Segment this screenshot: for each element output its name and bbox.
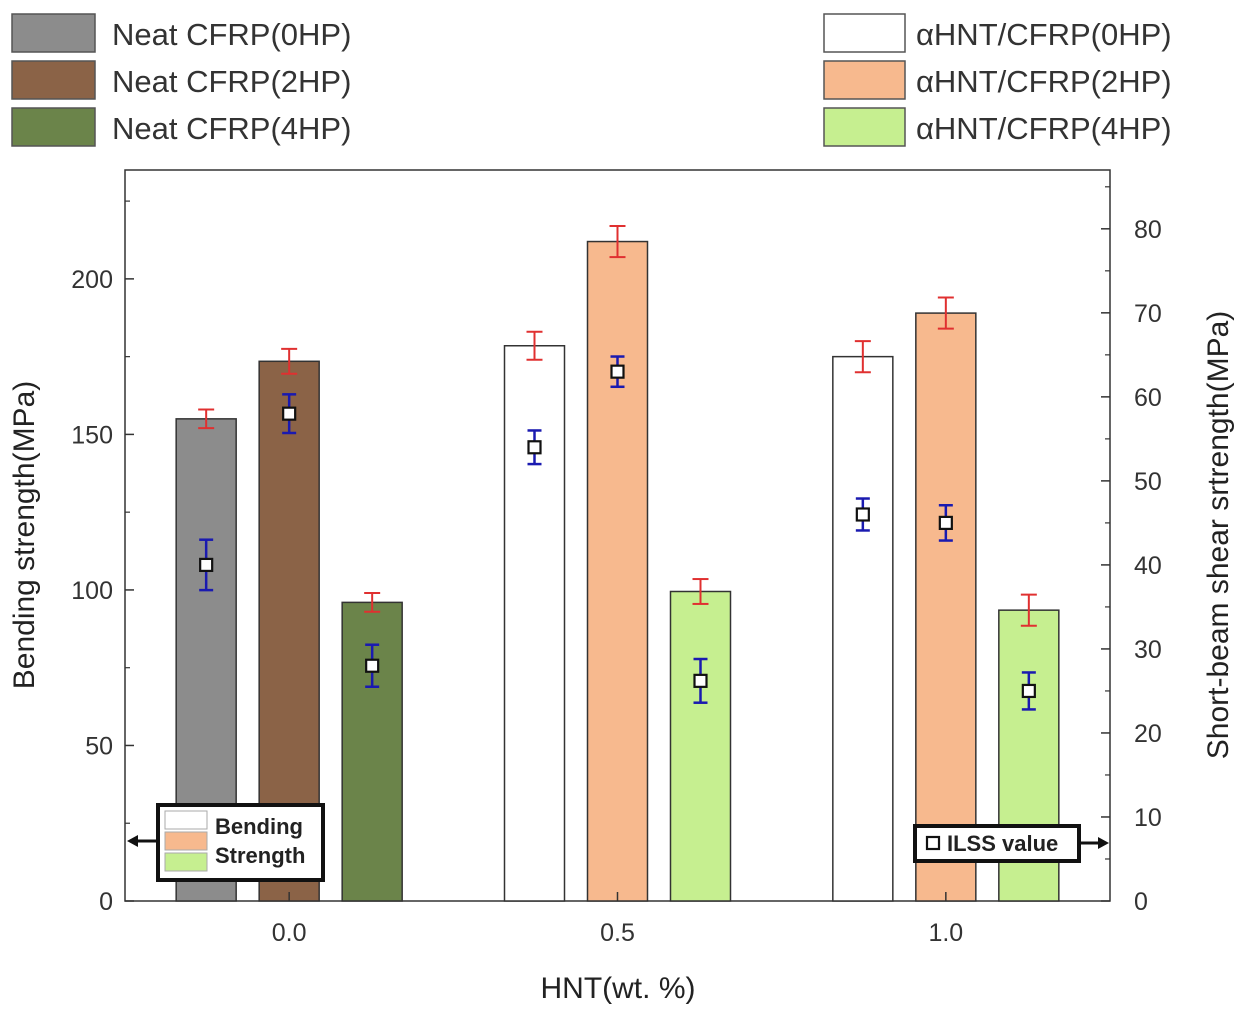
y2-tick-label: 30 (1134, 636, 1162, 664)
inset-swatch (164, 810, 208, 830)
inset-swatch (164, 852, 208, 872)
ilss-point (1021, 683, 1036, 699)
x-axis-label: HNT(wt. %) (541, 972, 696, 1005)
ilss-point (527, 440, 542, 455)
x-tick-label: 1.0 (928, 919, 963, 947)
right-arrow-icon (1098, 837, 1109, 849)
inset-bending-label: Bending (215, 814, 303, 839)
legend-swatch (823, 107, 906, 147)
ilss-point (365, 658, 380, 673)
legend-label: αHNT/CFRP(4HP) (916, 111, 1172, 146)
ilss-point (693, 673, 708, 688)
bars (175, 224, 1060, 902)
inset-swatch (164, 831, 208, 851)
legend-swatch (823, 60, 906, 100)
y-tick-label: 200 (71, 266, 113, 294)
y2-tick-label: 40 (1134, 552, 1162, 580)
bar (669, 590, 732, 902)
ilss-inset-box (913, 824, 1081, 863)
bar (503, 345, 566, 902)
x-tick-label: 0.5 (600, 919, 635, 947)
y-tick-label: 50 (85, 732, 113, 760)
y2-tick-label: 0 (1134, 888, 1148, 916)
left-arrow-icon (127, 835, 138, 847)
y-tick-label: 100 (71, 577, 113, 605)
legend-label: Neat CFRP(4HP) (112, 111, 351, 146)
y2-tick-label: 60 (1134, 384, 1162, 412)
ilss-point (199, 557, 214, 573)
legend-swatch (11, 107, 96, 147)
ilss-point (855, 507, 870, 522)
legend: Neat CFRP(0HP) Neat CFRP(2HP) Neat CFRP(4H… (11, 13, 1172, 147)
bar (586, 240, 649, 902)
y-axis-label: Bending strength(MPa) (8, 381, 41, 690)
y2-axis-label: Short-beam shear srtrength(MPa) (1202, 311, 1235, 760)
y2-tick-label: 70 (1134, 300, 1162, 328)
y-tick-label: 150 (71, 421, 113, 449)
ilss-marker-icon (925, 835, 941, 851)
ilss-point (282, 406, 297, 421)
insets: Bending Strength ILSS value (127, 803, 1109, 882)
inset-ilss-label: ILSS value (947, 831, 1058, 856)
legend-swatch (11, 13, 96, 53)
ilss-point (938, 515, 953, 530)
axes: 0 50 100 150 200 0 10 20 30 40 50 60 70 80 0.0 0.5 1.0 (71, 186, 1162, 947)
y2-tick-label: 50 (1134, 468, 1162, 496)
legend-label: Neat CFRP(0HP) (112, 17, 351, 52)
y-tick-label: 0 (99, 888, 113, 916)
legend-label: αHNT/CFRP(0HP) (916, 17, 1172, 52)
legend-swatch (823, 13, 906, 53)
inset-strength-label: Strength (215, 843, 305, 868)
y2-tick-label: 20 (1134, 720, 1162, 748)
legend-swatch (11, 60, 96, 100)
ilss-point (610, 364, 625, 379)
y2-tick-label: 10 (1134, 804, 1162, 832)
legend-label: αHNT/CFRP(2HP) (916, 64, 1172, 99)
bar (915, 312, 977, 902)
y2-tick-label: 80 (1134, 216, 1162, 244)
legend-label: Neat CFRP(2HP) (112, 64, 351, 99)
x-tick-label: 0.0 (272, 919, 307, 947)
bar (832, 355, 894, 902)
